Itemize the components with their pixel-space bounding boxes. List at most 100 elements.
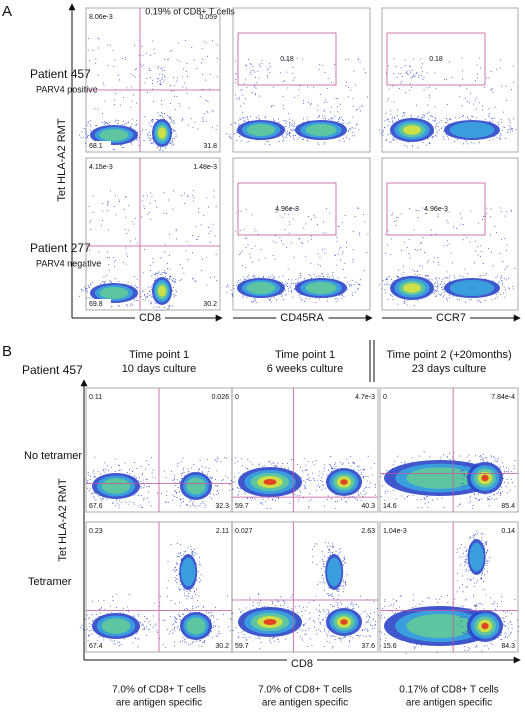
- event-dot: [302, 58, 304, 60]
- event-dot: [168, 255, 170, 257]
- event-dot: [152, 141, 154, 143]
- event-dot: [289, 118, 291, 120]
- event-dot: [508, 288, 510, 290]
- event-dot: [335, 501, 337, 503]
- event-dot: [118, 280, 120, 282]
- event-dot: [422, 237, 424, 239]
- event-dot: [195, 506, 197, 508]
- density: [263, 619, 277, 625]
- event-dot: [244, 237, 246, 239]
- event-dot: [462, 617, 464, 619]
- event-dot: [469, 569, 471, 571]
- event-dot: [407, 73, 409, 75]
- event-dot: [360, 473, 362, 475]
- event-dot: [315, 489, 317, 491]
- event-dot: [400, 73, 402, 75]
- event-dot: [316, 564, 318, 566]
- event-dot: [326, 633, 328, 635]
- event-dot: [495, 608, 497, 610]
- event-dot: [479, 255, 481, 257]
- quadrant-value: 59.7: [235, 503, 249, 510]
- event-dot: [284, 601, 286, 603]
- event-dot: [311, 499, 313, 501]
- event-dot: [420, 644, 422, 646]
- event-dot: [504, 625, 506, 627]
- event-dot: [323, 118, 325, 120]
- event-dot: [468, 502, 470, 504]
- event-dot: [417, 116, 419, 118]
- event-dot: [164, 272, 166, 274]
- event-dot: [264, 117, 266, 119]
- event-dot: [202, 121, 204, 123]
- event-dot: [341, 294, 343, 296]
- event-dot: [201, 269, 203, 271]
- event-dot: [365, 486, 367, 488]
- event-dot: [459, 275, 461, 277]
- event-dot: [487, 460, 489, 462]
- event-dot: [261, 59, 263, 61]
- event-dot: [463, 483, 465, 485]
- event-dot: [94, 476, 96, 478]
- event-dot: [90, 120, 92, 122]
- event-dot: [130, 106, 132, 108]
- event-dot: [176, 80, 178, 82]
- event-dot: [408, 494, 410, 496]
- event-dot: [369, 623, 371, 625]
- event-dot: [332, 467, 334, 469]
- event-dot: [174, 278, 176, 280]
- event-dot: [467, 578, 469, 580]
- event-dot: [285, 639, 287, 641]
- event-dot: [366, 96, 368, 98]
- event-dot: [246, 237, 248, 239]
- density: [246, 124, 276, 136]
- event-dot: [276, 210, 278, 212]
- event-dot: [307, 216, 309, 218]
- event-dot: [239, 229, 241, 231]
- event-dot: [85, 133, 87, 135]
- event-dot: [319, 621, 321, 623]
- event-dot: [195, 563, 197, 565]
- event-dot: [210, 477, 212, 479]
- event-dot: [485, 562, 487, 564]
- event-dot: [191, 552, 193, 554]
- event-dot: [325, 118, 327, 120]
- event-dot: [171, 279, 173, 281]
- event-dot: [368, 619, 370, 621]
- event-dot: [333, 605, 335, 607]
- event-dot: [135, 299, 137, 301]
- event-dot: [165, 147, 167, 149]
- event-dot: [366, 252, 368, 254]
- event-dot: [134, 637, 136, 639]
- event-dot: [305, 633, 307, 635]
- event-dot: [138, 613, 140, 615]
- event-dot: [321, 476, 323, 478]
- event-dot: [403, 241, 405, 243]
- event-dot: [118, 500, 120, 502]
- density: [101, 618, 131, 634]
- event-dot: [281, 240, 283, 242]
- event-dot: [508, 468, 510, 470]
- event-dot: [245, 467, 247, 469]
- event-dot: [362, 495, 364, 497]
- event-dot: [422, 115, 424, 117]
- event-dot: [292, 134, 294, 136]
- event-dot: [271, 105, 273, 107]
- event-dot: [446, 299, 448, 301]
- event-dot: [385, 278, 387, 280]
- event-dot: [193, 59, 195, 61]
- event-dot: [147, 296, 149, 298]
- event-dot: [292, 66, 294, 68]
- event-dot: [388, 88, 390, 90]
- event-dot: [238, 99, 240, 101]
- event-dot: [409, 83, 411, 85]
- event-dot: [404, 59, 406, 61]
- event-dot: [124, 462, 126, 464]
- event-dot: [198, 561, 200, 563]
- event-dot: [326, 626, 328, 628]
- event-dot: [227, 284, 229, 286]
- event-dot: [180, 621, 182, 623]
- event-dot: [461, 217, 463, 219]
- patient-status: PARV4 negative: [36, 258, 101, 268]
- event-dot: [288, 124, 290, 126]
- event-dot: [187, 468, 189, 470]
